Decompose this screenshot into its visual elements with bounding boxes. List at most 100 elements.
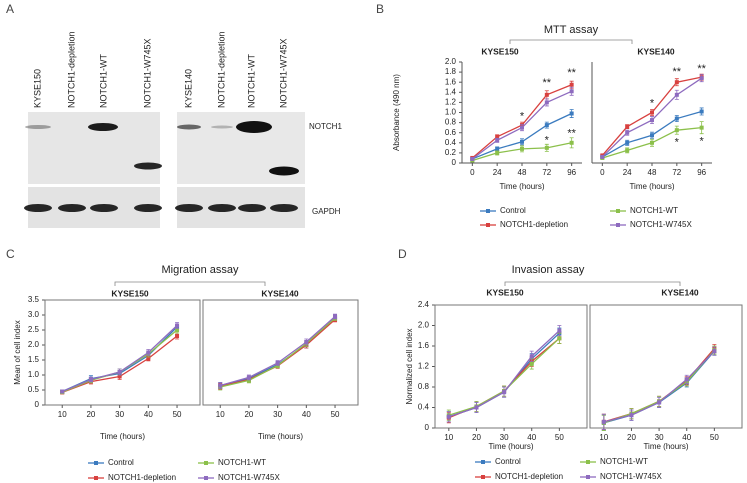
point [650, 133, 654, 138]
legend-label: NOTCH1-WT [218, 458, 266, 467]
annotation: ** [697, 63, 706, 75]
title-bracket [114, 281, 266, 286]
y-tick-label: 2.0 [28, 340, 40, 349]
point [629, 413, 634, 418]
y-tick-label: 0 [452, 158, 457, 167]
point [674, 92, 679, 97]
panel-letter: D [398, 247, 407, 261]
panel-subtitle: KYSE140 [661, 287, 699, 297]
y-tick-label: 2.5 [28, 325, 40, 334]
legend-label: Control [108, 458, 134, 467]
x-tick-label: 30 [655, 433, 664, 442]
lane-label: NOTCH1-WT [246, 54, 256, 108]
legend-marker [486, 209, 490, 213]
x-tick-label: 40 [682, 433, 691, 442]
annotation: * [675, 137, 680, 149]
point [520, 139, 524, 144]
x-tick-label: 30 [273, 410, 282, 419]
series-line [603, 350, 715, 424]
y-axis-label: Mean of cell index [13, 320, 22, 384]
point [246, 378, 251, 383]
legend-label: NOTCH1-W745X [600, 472, 662, 481]
x-tick-label: 24 [493, 168, 502, 177]
legend-marker [486, 223, 490, 227]
x-tick-label: 72 [672, 168, 681, 177]
y-tick-label: 3.0 [28, 310, 40, 319]
blot-band [270, 204, 298, 212]
y-axis-label: Normalized cell index [405, 328, 414, 404]
y-tick-label: 0.5 [28, 385, 40, 394]
row-label: GAPDH [312, 207, 341, 216]
y-tick-label: 1.5 [28, 355, 40, 364]
panel-subtitle: KYSE140 [261, 288, 299, 298]
point [625, 130, 630, 135]
point [569, 111, 574, 116]
point [520, 125, 524, 130]
series-line [603, 348, 715, 423]
row-label: NOTCH1 [309, 122, 342, 131]
annotation: * [520, 110, 525, 122]
point [529, 354, 534, 359]
lane-label: NOTCH1-depletion [216, 31, 226, 108]
point [625, 148, 630, 153]
plot-frame [589, 304, 743, 429]
plot-frame [434, 304, 588, 429]
y-tick-label: 1.8 [445, 67, 457, 76]
annotation: ** [673, 66, 682, 78]
series-line [61, 326, 178, 393]
chart-title: Invasion assay [512, 264, 585, 276]
y-tick-label: 0 [35, 400, 40, 409]
y-tick-label: 2.0 [418, 321, 430, 330]
x-axis-label: Time (hours) [488, 442, 533, 451]
point [674, 128, 679, 133]
panel-letter: A [6, 2, 14, 16]
legend-marker [616, 223, 620, 227]
blot-band [134, 162, 162, 170]
point [712, 349, 717, 354]
legend-label: NOTCH1-W745X [630, 220, 692, 229]
x-tick-label: 40 [302, 410, 311, 419]
point [544, 92, 549, 97]
blot-band [238, 204, 266, 212]
point [470, 156, 475, 161]
legend-label: NOTCH1-W745X [218, 473, 280, 482]
x-axis-label: Time (hours) [643, 442, 688, 451]
blot-band [177, 124, 201, 130]
point [495, 134, 500, 139]
blot-band [208, 204, 236, 212]
legend-marker [481, 475, 485, 479]
y-tick-label: 3.5 [28, 295, 40, 304]
series-line [61, 325, 178, 393]
x-tick-label: 48 [518, 168, 527, 177]
annotation: ** [567, 128, 576, 140]
y-tick-label: 2.0 [445, 57, 457, 66]
x-tick-label: 40 [144, 410, 153, 419]
y-tick-label: 1.0 [445, 108, 457, 117]
panel-letter: B [376, 2, 384, 16]
point [557, 328, 562, 333]
point [650, 110, 654, 115]
panel-subtitle: KYSE140 [637, 46, 675, 56]
point [557, 336, 562, 341]
panel-subtitle: KYSE150 [481, 46, 519, 56]
point [146, 356, 151, 361]
x-tick-label: 0 [600, 168, 605, 177]
legend-label: NOTCH1-depletion [495, 472, 563, 481]
series-line [220, 316, 336, 387]
x-tick-label: 10 [444, 433, 453, 442]
x-tick-label: 40 [527, 433, 536, 442]
legend-label: NOTCH1-depletion [108, 473, 176, 482]
blot-band [25, 125, 51, 129]
y-tick-label: 0.8 [445, 118, 457, 127]
legend-marker [94, 461, 98, 465]
y-tick-label: 1.4 [445, 87, 457, 96]
point [333, 314, 338, 319]
blot-band [175, 204, 203, 212]
y-tick-label: 0 [425, 423, 430, 432]
x-tick-label: 20 [86, 410, 95, 419]
title-bracket [509, 39, 633, 44]
x-tick-label: 50 [555, 433, 564, 442]
point [304, 340, 309, 344]
series-line [448, 337, 560, 419]
blot-band [88, 123, 118, 131]
